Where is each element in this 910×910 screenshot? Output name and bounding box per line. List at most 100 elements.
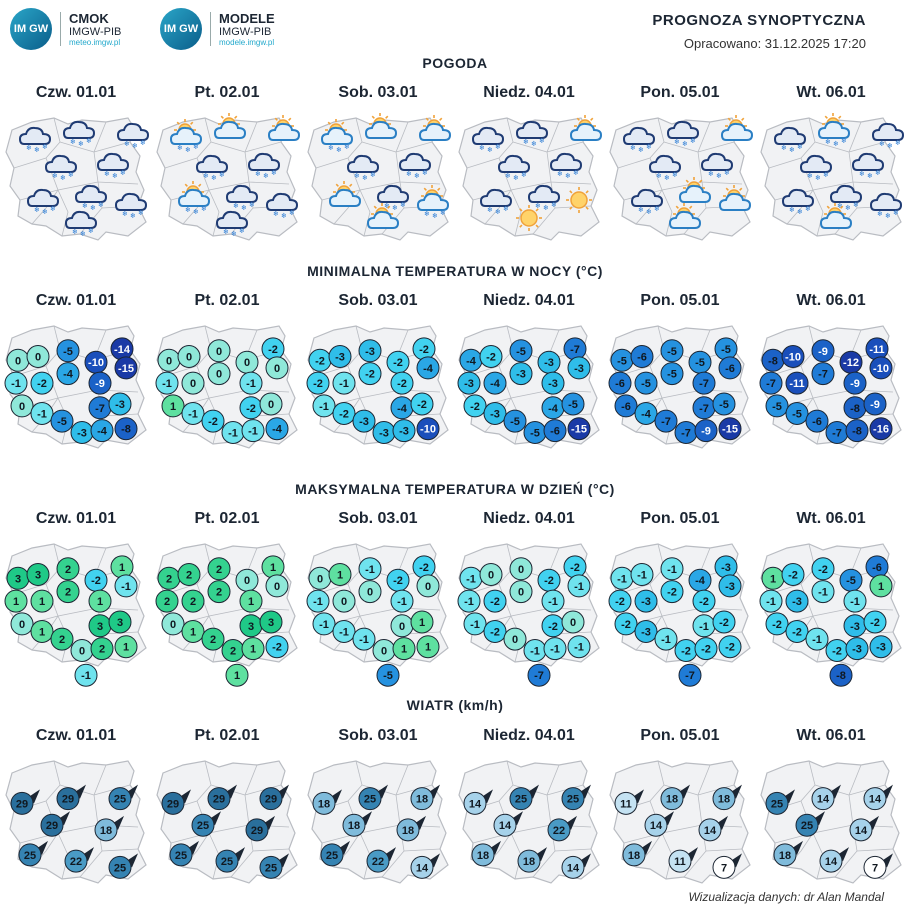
svg-text:18: 18	[477, 850, 489, 862]
svg-text:❄: ❄	[185, 146, 191, 154]
svg-text:-1: -1	[850, 596, 860, 608]
svg-text:-1: -1	[661, 634, 671, 646]
wind-bubble: 29	[207, 784, 237, 811]
svg-text:-2: -2	[268, 344, 278, 356]
svg-text:29: 29	[265, 794, 277, 806]
svg-text:-1: -1	[121, 581, 131, 593]
svg-text:25: 25	[771, 798, 783, 810]
svg-text:-1: -1	[637, 570, 647, 582]
svg-text:3: 3	[117, 617, 123, 629]
svg-text:❄: ❄	[328, 144, 334, 152]
svg-text:-5: -5	[792, 409, 802, 421]
province-border	[164, 117, 212, 169]
svg-text:-5: -5	[772, 401, 782, 413]
svg-text:-10: -10	[420, 424, 436, 436]
svg-text:❄: ❄	[223, 228, 229, 236]
svg-text:❄: ❄	[807, 172, 813, 180]
tmin-bubble: -9	[843, 371, 867, 395]
svg-text:14: 14	[817, 794, 830, 806]
svg-text:-8: -8	[850, 403, 860, 415]
svg-text:-7: -7	[534, 670, 544, 682]
tmax-bubble: 1	[261, 555, 285, 579]
tmin-bubble: -4	[90, 419, 114, 443]
svg-text:-3: -3	[77, 428, 87, 440]
tmax-bubble: -1	[610, 566, 634, 590]
section-title-weather: POGODA	[422, 55, 488, 71]
svg-text:❄: ❄	[853, 201, 859, 209]
tmax-bubble: 3	[108, 610, 132, 634]
tmax-bubble: 1	[761, 566, 785, 590]
svg-text:-10: -10	[88, 357, 104, 369]
svg-text:-3: -3	[115, 399, 125, 411]
tmax-bubble: 2	[177, 563, 201, 586]
tmax-bubble: -2	[563, 555, 587, 579]
tmax-bubble: 0	[10, 612, 34, 636]
tmax-bubble: -2	[718, 635, 742, 659]
cloud-snow-icon: ❄ ❄ ❄	[622, 126, 656, 154]
svg-text:2: 2	[186, 570, 192, 582]
svg-text:❄: ❄	[531, 140, 537, 148]
svg-text:-10: -10	[785, 352, 801, 364]
svg-text:2: 2	[216, 587, 222, 599]
svg-text:-1: -1	[470, 619, 480, 631]
svg-text:-3: -3	[641, 627, 651, 639]
province-border	[466, 543, 514, 595]
svg-text:-7: -7	[685, 670, 695, 682]
tmax-bubble: -2	[614, 612, 638, 636]
tmin-bubble: -2	[479, 345, 503, 368]
tmin-bubble: -1	[221, 421, 245, 444]
day-label-tmax-4: Niedz. 04.01	[483, 510, 575, 527]
svg-text:1: 1	[39, 627, 45, 639]
svg-text:-2: -2	[419, 562, 429, 574]
cloud-snow-icon: ❄ ❄ ❄	[26, 188, 60, 216]
tmax-bubble: 1	[110, 555, 134, 579]
svg-text:-9: -9	[701, 426, 711, 438]
map-tmin-5: -5 -6 -5 -5 -5 -6 -6 -5 -5 -7 -6 -4 -7 -7 -5 -7 -9 -15	[608, 325, 751, 449]
tmin-bubble: -7	[654, 409, 678, 433]
svg-text:-2: -2	[870, 617, 880, 629]
cmok-url[interactable]: meteo.imgw.pl	[69, 38, 121, 47]
cmok-name: CMOK	[69, 11, 109, 26]
svg-text:-15: -15	[118, 363, 134, 375]
svg-text:-2: -2	[548, 621, 558, 633]
svg-text:0: 0	[190, 378, 196, 390]
cloud-snow-icon: ❄ ❄ ❄	[871, 122, 905, 150]
tmin-bubble: -3	[108, 392, 132, 416]
tmin-bubble: -6	[805, 409, 829, 433]
tmin-bubble: -7	[692, 371, 716, 395]
svg-text:-3: -3	[792, 596, 802, 608]
tmin-bubble: -16	[869, 417, 893, 441]
tmin-bubble: -5	[712, 392, 736, 416]
svg-text:❄: ❄	[630, 144, 636, 152]
svg-text:-8: -8	[836, 670, 846, 682]
svg-text:-3: -3	[516, 369, 526, 381]
sun-cloud-icon	[678, 177, 712, 203]
svg-text:22: 22	[553, 825, 565, 837]
tmax-bubble: -1	[759, 589, 783, 613]
svg-text:-2: -2	[91, 575, 101, 587]
tmin-bubble: -8	[761, 348, 785, 372]
tmin-bubble: 0	[265, 356, 289, 380]
tmin-bubble: -5	[714, 337, 738, 361]
wind-bubble: 25	[108, 853, 138, 879]
svg-text:❄: ❄	[487, 206, 493, 214]
tmax-bubble: -1	[811, 580, 835, 604]
svg-text:❄: ❄	[112, 172, 118, 180]
svg-text:❄: ❄	[638, 146, 644, 154]
svg-text:0: 0	[367, 587, 373, 599]
tmin-bubble: -4	[634, 402, 658, 425]
svg-text:-1: -1	[667, 564, 677, 576]
map-weather-2: ❄ ❄ ❄❄ ❄ ❄ ❄ ❄ ❄❄ ❄ ❄ ❄ ❄ ❄❄ ❄ ❄❄ ❄ ❄	[156, 113, 301, 241]
svg-text:❄: ❄	[823, 171, 829, 179]
tmax-bubble: -1	[312, 612, 336, 636]
wind-bubble: 11	[614, 789, 644, 815]
svg-text:-5: -5	[617, 355, 627, 367]
day-label-tmin-1: Czw. 01.01	[35, 292, 117, 309]
cloud-snow-icon: ❄ ❄ ❄	[44, 154, 78, 182]
svg-text:-1: -1	[359, 634, 369, 646]
modele-url[interactable]: modele.imgw.pl	[219, 38, 275, 47]
svg-text:1: 1	[170, 401, 176, 413]
poland-outline	[458, 117, 600, 241]
svg-text:❄: ❄	[495, 208, 501, 216]
